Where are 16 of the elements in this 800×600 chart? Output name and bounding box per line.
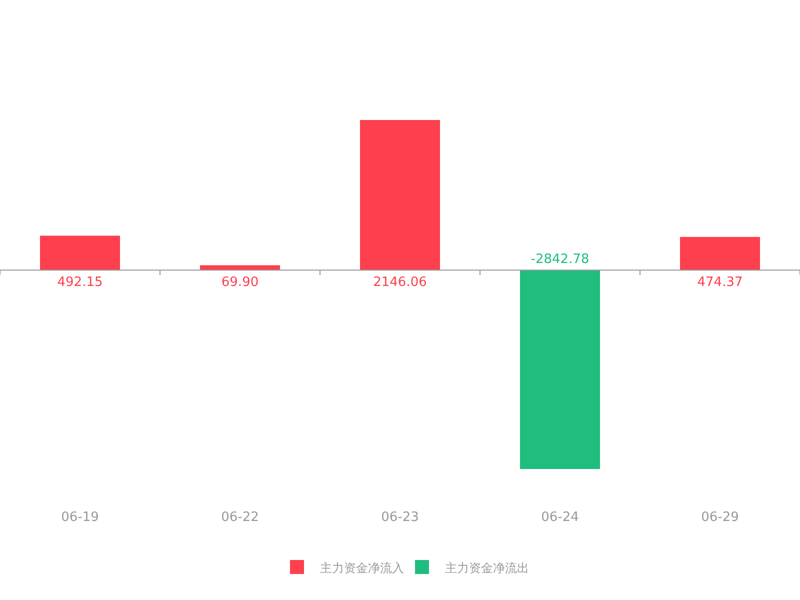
legend-label: 主力资金净流出 xyxy=(445,561,529,575)
bar xyxy=(680,236,760,270)
data-label: 2146.06 xyxy=(373,275,427,290)
data-label: -2842.78 xyxy=(530,252,590,268)
legend-label: 主力资金净流入 xyxy=(320,561,404,575)
data-label: 474.37 xyxy=(697,275,743,290)
bar xyxy=(360,120,440,270)
data-label: 69.90 xyxy=(221,275,259,290)
x-tick-label: 06-19 xyxy=(61,510,99,525)
data-label: 492.15 xyxy=(57,275,103,290)
x-tick-label: 06-22 xyxy=(221,510,259,525)
bar xyxy=(40,236,120,270)
x-tick-label: 06-24 xyxy=(541,510,579,525)
x-tick-label: 06-29 xyxy=(701,510,739,525)
x-tick-label: 06-23 xyxy=(381,510,419,525)
bar xyxy=(200,265,280,270)
